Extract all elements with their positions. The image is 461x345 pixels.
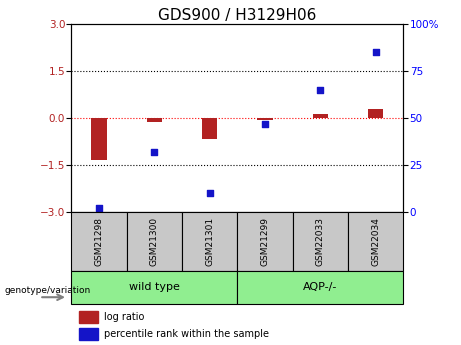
Text: GSM22033: GSM22033: [316, 217, 325, 266]
Point: [317, 87, 324, 93]
Text: genotype/variation: genotype/variation: [5, 286, 91, 295]
Text: wild type: wild type: [129, 282, 180, 292]
Bar: [368, 109, 384, 118]
Bar: [79, 310, 98, 323]
Text: log ratio: log ratio: [104, 312, 144, 322]
Bar: [202, 118, 218, 139]
Bar: [237, 271, 403, 304]
Point: [206, 190, 213, 196]
Bar: [257, 118, 273, 120]
Bar: [79, 328, 98, 340]
Bar: [71, 212, 127, 271]
Point: [261, 121, 269, 127]
Bar: [71, 271, 237, 304]
Text: GSM21299: GSM21299: [260, 217, 270, 266]
Point: [151, 149, 158, 155]
Text: GSM21298: GSM21298: [95, 217, 104, 266]
Bar: [147, 118, 162, 122]
Bar: [127, 212, 182, 271]
Title: GDS900 / H3129H06: GDS900 / H3129H06: [158, 8, 317, 23]
Text: AQP-/-: AQP-/-: [303, 282, 337, 292]
Text: GSM21300: GSM21300: [150, 217, 159, 266]
Bar: [182, 212, 237, 271]
Point: [95, 206, 103, 211]
Text: percentile rank within the sample: percentile rank within the sample: [104, 329, 269, 339]
Point: [372, 50, 379, 55]
Bar: [293, 212, 348, 271]
Bar: [91, 118, 107, 160]
Text: GSM21301: GSM21301: [205, 217, 214, 266]
Bar: [348, 212, 403, 271]
Text: GSM22034: GSM22034: [371, 217, 380, 266]
Bar: [313, 115, 328, 118]
Bar: [237, 212, 293, 271]
